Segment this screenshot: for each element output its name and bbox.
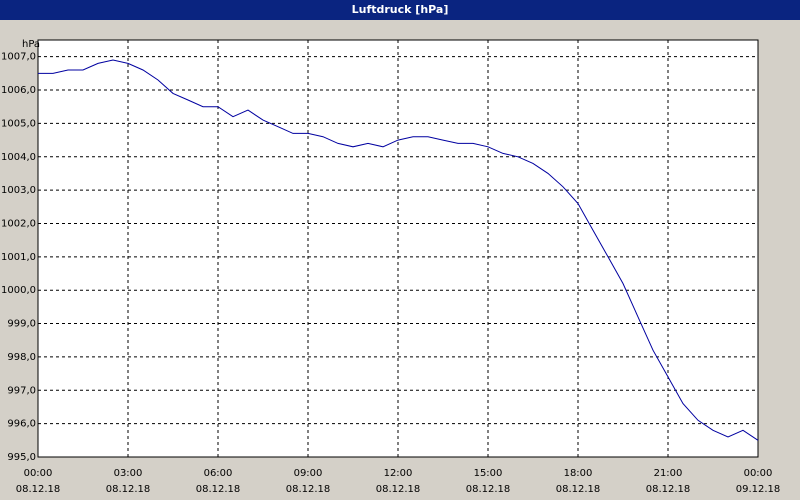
x-tick-date: 08.12.18 bbox=[376, 484, 421, 495]
plot-border bbox=[37, 39, 759, 458]
y-tick-label: 1000,0 bbox=[1, 285, 36, 296]
y-tick-label: 1006,0 bbox=[1, 85, 36, 96]
y-tick-label: 997,0 bbox=[7, 385, 36, 396]
x-tick-date: 08.12.18 bbox=[196, 484, 241, 495]
chart-title: Luftdruck [hPa] bbox=[352, 3, 449, 16]
y-tick-label: 1002,0 bbox=[1, 218, 36, 229]
x-tick-label: 00:00 bbox=[744, 468, 773, 479]
x-tick-label: 09:00 bbox=[294, 468, 323, 479]
y-tick-label: 1001,0 bbox=[1, 252, 36, 263]
data-line bbox=[38, 59, 759, 441]
x-tick-label: 00:00 bbox=[24, 468, 53, 479]
x-tick-date: 09.12.18 bbox=[736, 484, 781, 495]
x-tick-date: 08.12.18 bbox=[646, 484, 691, 495]
x-tick-date: 08.12.18 bbox=[556, 484, 601, 495]
y-tick-label: 1003,0 bbox=[1, 185, 36, 196]
y-axis-unit: hPa bbox=[22, 39, 40, 50]
x-tick-date: 08.12.18 bbox=[286, 484, 331, 495]
x-tick-label: 06:00 bbox=[204, 468, 233, 479]
title-bar bbox=[0, 0, 800, 20]
x-tick-label: 21:00 bbox=[654, 468, 683, 479]
x-tick-date: 08.12.18 bbox=[16, 484, 61, 495]
x-tick-date: 08.12.18 bbox=[466, 484, 511, 495]
x-tick-label: 15:00 bbox=[474, 468, 503, 479]
y-tick-label: 998,0 bbox=[7, 352, 36, 363]
y-tick-label: 996,0 bbox=[7, 419, 36, 430]
y-tick-label: 999,0 bbox=[7, 319, 36, 330]
x-tick-label: 18:00 bbox=[564, 468, 593, 479]
y-tick-label: 1005,0 bbox=[1, 118, 36, 129]
x-tick-label: 12:00 bbox=[384, 468, 413, 479]
x-tick-date: 08.12.18 bbox=[106, 484, 151, 495]
y-tick-label: 995,0 bbox=[7, 452, 36, 463]
plot-area bbox=[38, 40, 758, 457]
y-tick-label: 1004,0 bbox=[1, 152, 36, 163]
y-tick-label: 1007,0 bbox=[1, 52, 36, 63]
x-tick-label: 03:00 bbox=[114, 468, 143, 479]
